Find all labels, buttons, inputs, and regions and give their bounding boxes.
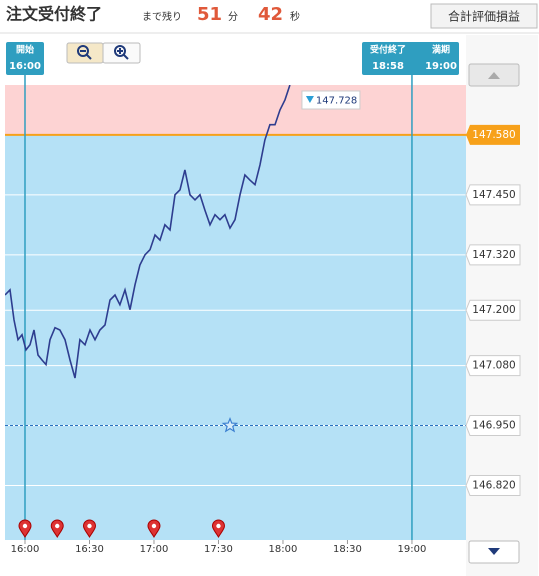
price-line — [5, 85, 291, 379]
target-box — [466, 124, 520, 145]
y-tick-box — [465, 184, 521, 206]
scroll-down-icon — [488, 548, 500, 555]
x-tick-label: 16:00 — [11, 544, 40, 555]
marker-time: 18:58 — [372, 61, 404, 72]
y-tick-box — [465, 355, 521, 377]
scroll-up-icon — [488, 72, 500, 79]
summary-button-label[interactable]: 合計評価損益 — [448, 9, 520, 24]
minutes-unit: 分 — [228, 11, 238, 23]
x-tick-label: 17:30 — [204, 544, 233, 555]
marker-label: 受付終了 — [370, 44, 406, 56]
above-zone — [5, 85, 466, 135]
event-pin-dot — [216, 523, 221, 529]
current-price-label: 147.728 — [316, 96, 357, 107]
y-tick-label: 146.950 — [472, 420, 515, 432]
y-tick-box — [465, 244, 521, 266]
start-box — [6, 42, 44, 75]
y-tick-label: 147.200 — [472, 304, 515, 316]
event-pin — [82, 519, 96, 538]
current-price-arrow — [305, 96, 314, 103]
x-tick-label: 19:00 — [398, 544, 427, 555]
x-tick-label: 16:30 — [75, 544, 104, 555]
event-pin — [18, 519, 32, 538]
remaining-label: まで残り — [142, 10, 182, 23]
event-pin-dot — [151, 523, 157, 529]
end-box — [362, 42, 459, 75]
zoom-in[interactable] — [102, 42, 141, 64]
status-title: 注文受付終了 — [6, 5, 102, 24]
x-tick-label: 18:30 — [333, 544, 362, 555]
marker-time: 16:00 — [9, 61, 41, 72]
y-tick-box — [465, 415, 521, 437]
y-tick-label: 147.450 — [472, 189, 515, 201]
below-zone — [5, 134, 466, 541]
seconds: 42 — [258, 4, 283, 25]
marker-label: 開始 — [16, 44, 34, 56]
x-tick-label: 17:00 — [140, 544, 169, 555]
x-tick-label: 18:00 — [269, 544, 298, 555]
summary-button[interactable] — [430, 3, 538, 29]
event-pin-dot — [87, 523, 92, 529]
current-price-box — [301, 90, 361, 110]
y-tick-label: 147.320 — [472, 249, 515, 261]
event-pin — [50, 519, 64, 538]
zoom-icons — [77, 45, 129, 60]
marker-time: 19:00 — [425, 61, 457, 72]
marker-label: 満期 — [432, 44, 450, 56]
event-pin — [211, 519, 225, 538]
y-tick-box — [465, 299, 521, 321]
event-pin-dot — [55, 523, 60, 529]
entry-star — [221, 416, 239, 433]
y-tick-box — [465, 475, 521, 497]
target-label: 147.580 — [472, 129, 515, 141]
y-tick-label: 146.820 — [472, 480, 515, 492]
event-pin-dot — [22, 523, 28, 529]
y-tick-label: 147.080 — [472, 360, 515, 372]
seconds-unit: 秒 — [290, 10, 300, 23]
minutes: 51 — [197, 4, 222, 25]
event-pin — [147, 519, 161, 538]
